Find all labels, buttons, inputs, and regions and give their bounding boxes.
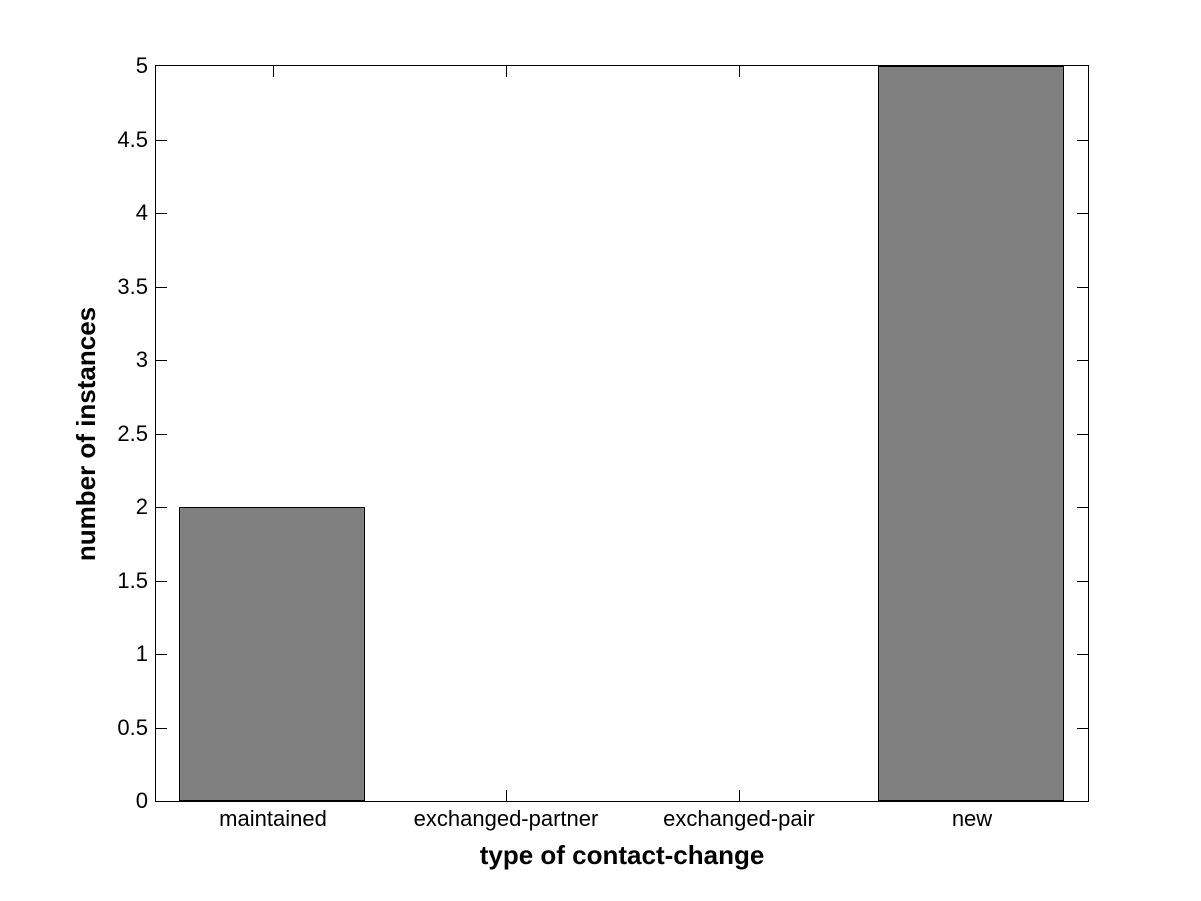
y-tick-right xyxy=(1077,507,1088,508)
y-tick-label: 2.5 xyxy=(117,421,148,446)
y-tick-left xyxy=(156,213,167,214)
y-tick-right xyxy=(1077,140,1088,141)
y-tick-right xyxy=(1077,360,1088,361)
x-tick-label: new xyxy=(951,806,993,831)
y-axis-label: number of instances xyxy=(71,306,101,562)
y-tick-left xyxy=(156,434,167,435)
y-tick-left xyxy=(156,360,167,361)
x-axis-label: type of contact-change xyxy=(479,840,765,870)
y-tick-left xyxy=(156,287,167,288)
bar-maintained xyxy=(179,507,365,801)
y-tick-left xyxy=(156,728,167,729)
x-tick-bottom xyxy=(739,790,740,801)
x-tick-top xyxy=(273,66,274,77)
y-tick-right xyxy=(1077,287,1088,288)
y-tick-label: 4.5 xyxy=(117,127,148,152)
y-tick-label: 2 xyxy=(135,494,148,519)
y-tick-label: 3 xyxy=(135,347,148,372)
y-tick-left xyxy=(156,140,167,141)
y-tick-left xyxy=(156,581,167,582)
plot-area xyxy=(155,65,1089,802)
y-tick-label: 1 xyxy=(135,641,148,666)
x-tick-bottom xyxy=(506,790,507,801)
y-tick-label: 1.5 xyxy=(117,568,148,593)
x-tick-label: maintained xyxy=(219,806,327,831)
x-tick-label: exchanged-partner xyxy=(413,806,599,831)
y-tick-left xyxy=(156,654,167,655)
y-tick-right xyxy=(1077,728,1088,729)
y-tick-label: 5 xyxy=(135,53,148,78)
y-tick-right xyxy=(1077,654,1088,655)
x-tick-top xyxy=(739,66,740,77)
y-tick-left xyxy=(156,507,167,508)
bar-new xyxy=(878,66,1064,801)
y-tick-label: 0.5 xyxy=(117,715,148,740)
y-tick-label: 0 xyxy=(135,788,148,813)
x-tick-label: exchanged-pair xyxy=(663,806,815,831)
y-tick-right xyxy=(1077,213,1088,214)
y-tick-label: 4 xyxy=(135,200,148,225)
y-tick-label: 3.5 xyxy=(117,274,148,299)
y-tick-right xyxy=(1077,581,1088,582)
y-tick-right xyxy=(1077,434,1088,435)
x-tick-top xyxy=(506,66,507,77)
